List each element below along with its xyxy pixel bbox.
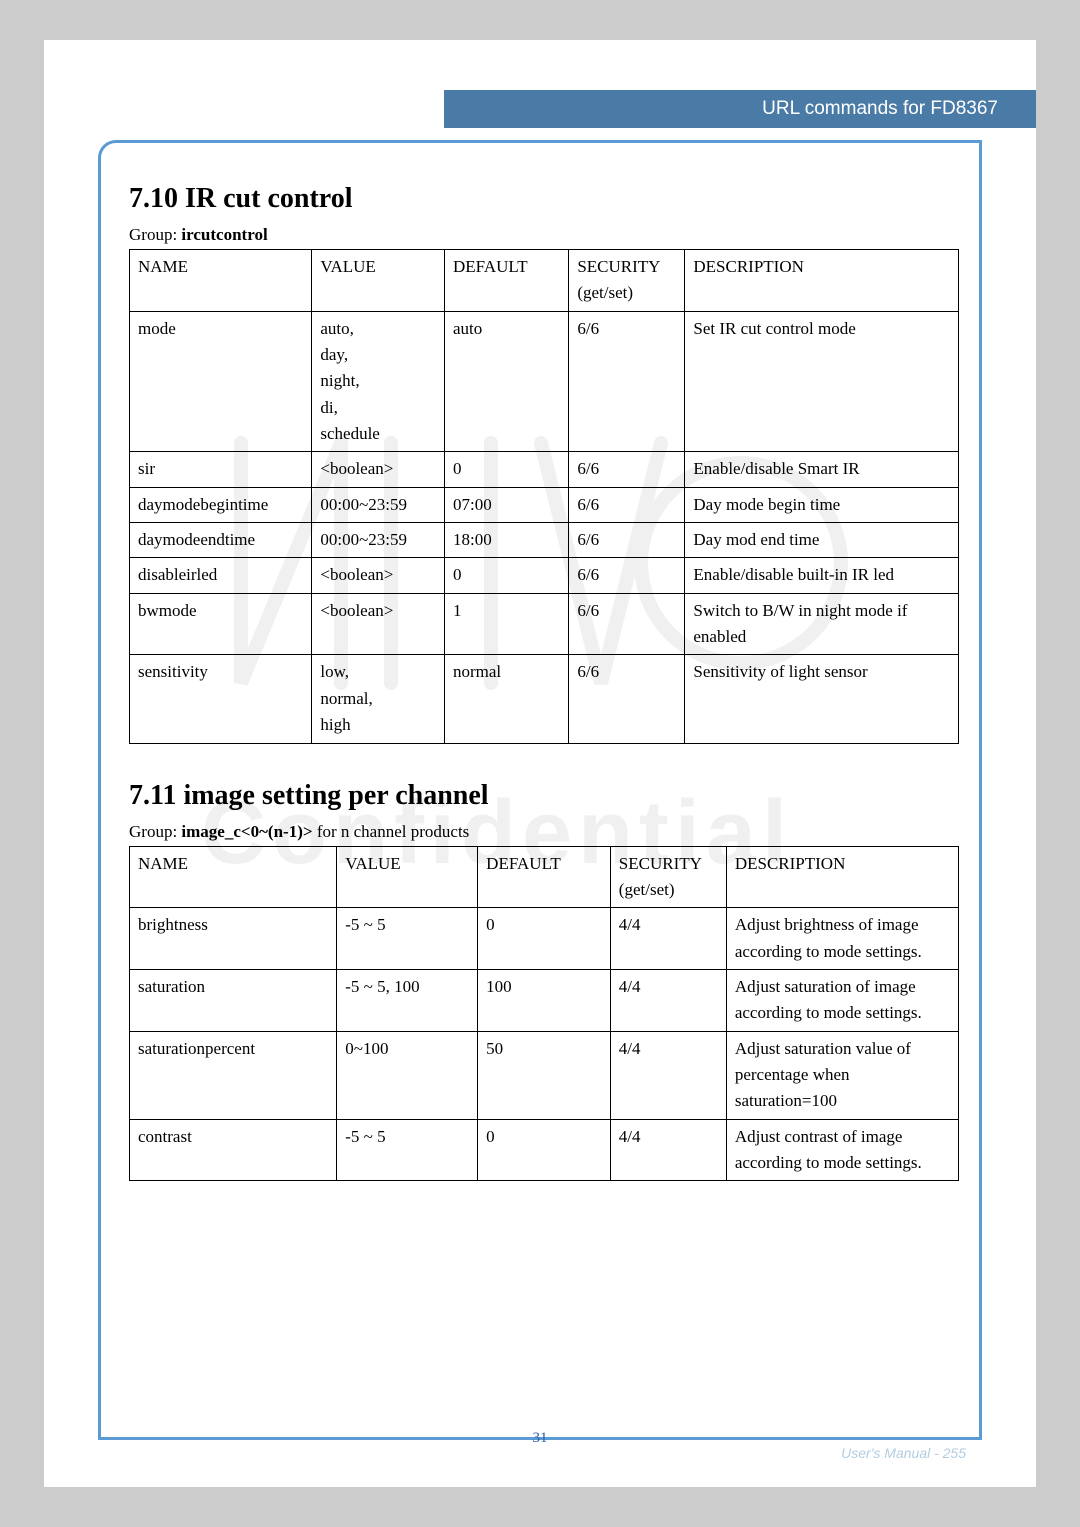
- cell-name: contrast: [130, 1119, 337, 1181]
- col-description: DESCRIPTION: [685, 250, 959, 312]
- cell-description: Adjust saturation value of percentage wh…: [726, 1031, 958, 1119]
- cell-description: Day mod end time: [685, 523, 959, 558]
- cell-description: Adjust saturation of image according to …: [726, 969, 958, 1031]
- cell-name: daymodebegintime: [130, 487, 312, 522]
- cell-default: 50: [478, 1031, 611, 1119]
- cell-value: -5 ~ 5: [337, 1119, 478, 1181]
- cell-security: 6/6: [569, 558, 685, 593]
- group-prefix: Group:: [129, 225, 181, 244]
- table-ircutcontrol: NAME VALUE DEFAULT SECURITY (get/set) DE…: [129, 249, 959, 744]
- cell-value: auto, day, night, di, schedule: [312, 311, 445, 452]
- cell-name: mode: [130, 311, 312, 452]
- page: URL commands for FD8367 Confidential 7.1…: [44, 40, 1036, 1487]
- col-value: VALUE: [312, 250, 445, 312]
- table-row: daymodeendtime 00:00~23:59 18:00 6/6 Day…: [130, 523, 959, 558]
- cell-value: 0~100: [337, 1031, 478, 1119]
- cell-description: Day mode begin time: [685, 487, 959, 522]
- cell-description: Enable/disable Smart IR: [685, 452, 959, 487]
- col-security: SECURITY (get/set): [569, 250, 685, 312]
- cell-security: 4/4: [610, 908, 726, 970]
- cell-security: 6/6: [569, 593, 685, 655]
- cell-security: 4/4: [610, 1031, 726, 1119]
- group-name: image_c<0~(n-1)>: [181, 822, 312, 841]
- cell-description: Set IR cut control mode: [685, 311, 959, 452]
- table-row: sir <boolean> 0 6/6 Enable/disable Smart…: [130, 452, 959, 487]
- header-title: URL commands for FD8367: [762, 98, 998, 120]
- col-name: NAME: [130, 846, 337, 908]
- group-line-711: Group: image_c<0~(n-1)> for n channel pr…: [129, 822, 959, 842]
- table-image-setting: NAME VALUE DEFAULT SECURITY (get/set) DE…: [129, 846, 959, 1182]
- section-heading-711: 7.11 image setting per channel: [129, 780, 959, 812]
- table-row: saturationpercent 0~100 50 4/4 Adjust sa…: [130, 1031, 959, 1119]
- cell-value: <boolean>: [312, 593, 445, 655]
- cell-name: daymodeendtime: [130, 523, 312, 558]
- cell-value: 00:00~23:59: [312, 523, 445, 558]
- cell-value: -5 ~ 5, 100: [337, 969, 478, 1031]
- cell-security: 4/4: [610, 969, 726, 1031]
- group-suffix: for n channel products: [313, 822, 470, 841]
- cell-name: saturation: [130, 969, 337, 1031]
- cell-name: bwmode: [130, 593, 312, 655]
- cell-value: 00:00~23:59: [312, 487, 445, 522]
- content-frame: Confidential 7.10 IR cut control Group: …: [98, 140, 982, 1440]
- cell-security: 4/4: [610, 1119, 726, 1181]
- cell-description: Enable/disable built-in IR led: [685, 558, 959, 593]
- cell-security: 6/6: [569, 311, 685, 452]
- cell-default: auto: [445, 311, 569, 452]
- cell-security: 6/6: [569, 523, 685, 558]
- cell-name: sir: [130, 452, 312, 487]
- col-default: DEFAULT: [445, 250, 569, 312]
- cell-description: Adjust contrast of image according to mo…: [726, 1119, 958, 1181]
- cell-value: <boolean>: [312, 558, 445, 593]
- table-row: brightness -5 ~ 5 0 4/4 Adjust brightnes…: [130, 908, 959, 970]
- cell-value: -5 ~ 5: [337, 908, 478, 970]
- table-row: mode auto, day, night, di, schedule auto…: [130, 311, 959, 452]
- cell-default: 0: [478, 908, 611, 970]
- cell-default: 07:00: [445, 487, 569, 522]
- cell-default: 18:00: [445, 523, 569, 558]
- group-line-710: Group: ircutcontrol: [129, 225, 959, 245]
- cell-name: brightness: [130, 908, 337, 970]
- cell-name: saturationpercent: [130, 1031, 337, 1119]
- cell-default: normal: [445, 655, 569, 743]
- col-security: SECURITY (get/set): [610, 846, 726, 908]
- header-bar: URL commands for FD8367: [444, 90, 1036, 128]
- cell-value: <boolean>: [312, 452, 445, 487]
- table-row: bwmode <boolean> 1 6/6 Switch to B/W in …: [130, 593, 959, 655]
- cell-description: Sensitivity of light sensor: [685, 655, 959, 743]
- table-row: saturation -5 ~ 5, 100 100 4/4 Adjust sa…: [130, 969, 959, 1031]
- cell-value: low, normal, high: [312, 655, 445, 743]
- group-prefix: Group:: [129, 822, 181, 841]
- table-header-row: NAME VALUE DEFAULT SECURITY (get/set) DE…: [130, 250, 959, 312]
- inner-page-number: 31: [533, 1430, 548, 1447]
- col-default: DEFAULT: [478, 846, 611, 908]
- group-name: ircutcontrol: [181, 225, 267, 244]
- cell-description: Adjust brightness of image according to …: [726, 908, 958, 970]
- col-value: VALUE: [337, 846, 478, 908]
- table-row: disableirled <boolean> 0 6/6 Enable/disa…: [130, 558, 959, 593]
- table-row: daymodebegintime 00:00~23:59 07:00 6/6 D…: [130, 487, 959, 522]
- table-header-row: NAME VALUE DEFAULT SECURITY (get/set) DE…: [130, 846, 959, 908]
- cell-default: 0: [445, 452, 569, 487]
- cell-security: 6/6: [569, 487, 685, 522]
- col-description: DESCRIPTION: [726, 846, 958, 908]
- cell-default: 0: [478, 1119, 611, 1181]
- section-heading-710: 7.10 IR cut control: [129, 183, 959, 215]
- cell-name: sensitivity: [130, 655, 312, 743]
- outer-page-number: User's Manual - 255: [841, 1445, 966, 1461]
- cell-security: 6/6: [569, 452, 685, 487]
- table-row: sensitivity low, normal, high normal 6/6…: [130, 655, 959, 743]
- table-row: contrast -5 ~ 5 0 4/4 Adjust contrast of…: [130, 1119, 959, 1181]
- content: 7.10 IR cut control Group: ircutcontrol …: [129, 183, 959, 1181]
- cell-security: 6/6: [569, 655, 685, 743]
- cell-name: disableirled: [130, 558, 312, 593]
- cell-default: 1: [445, 593, 569, 655]
- cell-default: 100: [478, 969, 611, 1031]
- cell-default: 0: [445, 558, 569, 593]
- cell-description: Switch to B/W in night mode if enabled: [685, 593, 959, 655]
- col-name: NAME: [130, 250, 312, 312]
